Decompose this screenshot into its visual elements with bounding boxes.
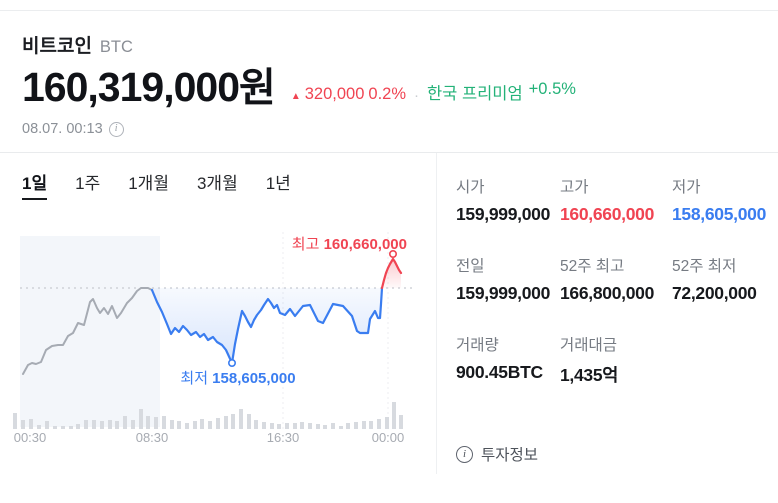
info-icon: i (456, 445, 473, 463)
stat-value: 159,999,000 (456, 283, 551, 303)
svg-text:16:30: 16:30 (267, 430, 300, 445)
change-percent: 0.2% (368, 85, 406, 103)
stat-label: 저가 (672, 179, 701, 196)
svg-text:00:00: 00:00 (372, 430, 405, 445)
current-price: 160,319,000 (22, 64, 240, 110)
stat-value: 900.45BTC (456, 362, 543, 382)
stat-value: 160,660,000 (560, 204, 655, 224)
invest-info-link[interactable]: i 투자정보 (456, 443, 778, 465)
price-row: 160,319,000 원 ▲ 320,000 0.2% · 한국 프리미엄 +… (22, 64, 756, 110)
price-chart[interactable]: 최고 160,660,000 최저 158,605,000 00:30 08:30 16… (10, 224, 422, 446)
stats-section: 시가 159,999,000 고가 160,660,000 저가 158,605,000 전… (436, 153, 778, 474)
stats-grid: 시가 159,999,000 고가 160,660,000 저가 158,605,000 전… (456, 175, 778, 416)
chart-stats-panel: 1일 1주 1개월 3개월 1년 최고 160,660,000 최저 158,605,00… (0, 152, 778, 474)
stat-cell: 전일 159,999,000 (456, 254, 560, 304)
stat-value: 166,800,000 (560, 283, 655, 303)
stat-label: 전일 (456, 258, 485, 275)
quote-timestamp-row: 08.07. 00:13 i (22, 121, 756, 137)
premium-value: +0.5% (528, 80, 576, 98)
info-icon[interactable]: i (108, 121, 124, 137)
currency-unit: 원 (239, 66, 276, 110)
coin-name: 비트코인 (22, 36, 92, 57)
stat-cell: 52주 최저 72,200,000 (672, 254, 778, 304)
tab-period-0[interactable]: 1일 (22, 169, 48, 200)
quote-timestamp: 08.07. 00:13 (22, 121, 103, 137)
stat-cell: 저가 158,605,000 (672, 175, 778, 225)
change-amount: 320,000 (304, 85, 365, 103)
stat-cell: 시가 159,999,000 (456, 175, 560, 225)
tab-period-2[interactable]: 1개월 (128, 174, 169, 193)
coin-ticker: BTC (99, 38, 133, 56)
korea-premium: 한국 프리미엄 +0.5% (427, 80, 576, 108)
premium-label: 한국 프리미엄 (427, 85, 523, 103)
stat-cell: 고가 160,660,000 (560, 175, 672, 225)
stat-label: 거래대금 (560, 337, 618, 354)
stat-label: 52주 최저 (672, 258, 737, 275)
svg-text:08:30: 08:30 (136, 430, 169, 445)
stat-label: 52주 최고 (560, 258, 625, 275)
tab-period-3[interactable]: 3개월 (196, 174, 238, 193)
up-triangle-icon: ▲ (290, 91, 301, 102)
stat-cell (672, 333, 778, 387)
stat-value: 72,200,000 (672, 283, 757, 303)
svg-text:최고 160,660,000: 최고 160,660,000 (292, 236, 407, 253)
title-row: 비트코인 BTC (22, 31, 756, 58)
stat-label: 시가 (456, 179, 485, 196)
separator-dot: · (414, 87, 419, 104)
stat-value: 1,435억 (560, 365, 619, 385)
price-change: ▲ 320,000 0.2% (291, 85, 406, 108)
tab-period-1[interactable]: 1주 (75, 174, 101, 193)
invest-info-label: 투자정보 (481, 447, 539, 464)
svg-text:최저 158,605,000: 최저 158,605,000 (180, 370, 295, 387)
crypto-price-widget: 비트코인 BTC 160,319,000 원 ▲ 320,000 0.2% · … (0, 10, 778, 474)
stat-label: 고가 (560, 179, 589, 196)
stat-value: 159,999,000 (456, 204, 551, 224)
stat-label: 거래량 (456, 337, 499, 354)
tab-period-4[interactable]: 1년 (265, 174, 291, 193)
stat-cell: 52주 최고 166,800,000 (560, 254, 672, 304)
period-tabs: 1일 1주 1개월 3개월 1년 (0, 153, 436, 200)
stat-value: 158,605,000 (672, 204, 767, 224)
stat-cell: 거래대금 1,435억 (560, 333, 672, 387)
svg-text:00:30: 00:30 (14, 430, 47, 445)
header: 비트코인 BTC 160,319,000 원 ▲ 320,000 0.2% · … (0, 11, 778, 152)
chart-section: 1일 1주 1개월 3개월 1년 최고 160,660,000 최저 158,605,00… (0, 153, 436, 474)
stat-cell: 거래량 900.45BTC (456, 333, 560, 387)
